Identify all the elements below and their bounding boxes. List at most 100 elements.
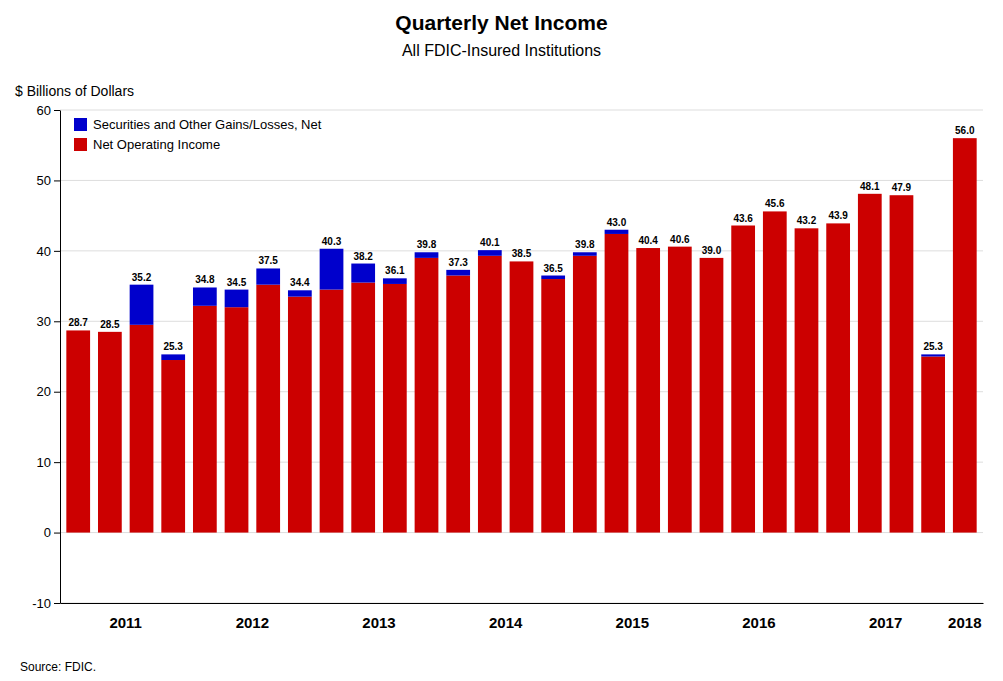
bars	[66, 138, 976, 532]
plot: -100102030405060201120122013201420152016…	[32, 103, 983, 631]
bar	[446, 276, 470, 533]
y-tick-mark	[54, 180, 60, 181]
data-label: 37.5	[258, 255, 278, 266]
bar	[66, 330, 90, 331]
bar	[573, 252, 597, 256]
bar-series	[130, 230, 945, 360]
bar	[478, 256, 502, 533]
bar	[953, 138, 977, 532]
data-label: 34.4	[290, 277, 310, 288]
x-tick: 2016	[742, 614, 775, 631]
bar	[668, 246, 692, 247]
data-label: 35.2	[132, 272, 152, 283]
bar	[700, 258, 724, 533]
subtitle: All FDIC-Insured Institutions	[402, 42, 601, 59]
bar	[193, 287, 217, 305]
y-tick-label: 20	[37, 384, 51, 399]
data-label: 37.3	[448, 257, 468, 268]
data-label: 40.1	[480, 237, 500, 248]
y-tick-label: -10	[32, 596, 51, 611]
bar	[731, 225, 755, 226]
y-tick-mark	[54, 251, 60, 252]
bar	[66, 330, 90, 532]
bar	[415, 258, 439, 533]
source: Source: FDIC.	[20, 660, 96, 674]
bar	[161, 360, 185, 533]
data-label: 36.5	[543, 263, 563, 274]
y-tick-mark	[54, 603, 60, 604]
data-label: 34.8	[195, 274, 215, 285]
data-label: 39.8	[417, 239, 437, 250]
y-tick: 20	[37, 384, 60, 399]
y-tick: 50	[37, 173, 60, 188]
x-tick: 2017	[869, 614, 902, 631]
data-label: 56.0	[955, 125, 975, 136]
bar	[98, 331, 122, 332]
legend-swatch	[74, 118, 87, 131]
data-label: 40.6	[670, 234, 690, 245]
grid-line	[60, 180, 983, 181]
y-tick: -10	[32, 596, 60, 611]
data-label: 40.3	[322, 236, 342, 247]
y-tick-label: 10	[37, 455, 51, 470]
x-tick-label: 2012	[236, 614, 269, 631]
bar	[320, 249, 344, 290]
grid	[60, 110, 983, 603]
data-label: 38.2	[353, 251, 373, 262]
x-tick: 2012	[236, 614, 269, 631]
legend-item: Securities and Other Gains/Losses, Net	[74, 117, 322, 132]
data-label: 43.6	[733, 213, 753, 224]
bar	[383, 284, 407, 533]
y-tick: 30	[37, 314, 60, 329]
bar	[415, 252, 439, 258]
bar	[288, 290, 312, 296]
bar	[826, 223, 850, 224]
y-tick-label: 60	[37, 103, 51, 118]
bar	[130, 285, 154, 325]
bar	[636, 248, 660, 533]
data-label: 38.5	[512, 248, 532, 259]
bar	[98, 332, 122, 533]
y-tick-mark	[54, 392, 60, 393]
bar	[193, 306, 217, 533]
bar	[795, 228, 819, 229]
bar	[225, 290, 249, 308]
bar	[478, 250, 502, 256]
bar	[921, 357, 945, 533]
bar	[890, 195, 914, 196]
data-label: 48.1	[860, 181, 880, 192]
bar	[161, 354, 185, 360]
data-label: 43.2	[797, 215, 817, 226]
bar	[351, 264, 375, 283]
bar	[320, 290, 344, 533]
bar	[573, 256, 597, 533]
chart: Quarterly Net Income All FDIC-Insured Ins…	[0, 0, 1003, 681]
bar	[763, 211, 787, 532]
bar	[826, 223, 850, 532]
legend-label: Securities and Other Gains/Losses, Net	[93, 117, 322, 132]
data-label: 28.5	[100, 319, 120, 330]
bar	[858, 194, 882, 533]
x-tick-label: 2011	[109, 614, 142, 631]
data-labels: 28.728.535.225.334.834.537.534.440.338.2…	[68, 125, 974, 352]
title: Quarterly Net Income	[395, 11, 607, 34]
x-tick-label: 2014	[489, 614, 523, 631]
y-tick: 10	[37, 455, 60, 470]
y-axis-line	[60, 111, 61, 604]
bar	[668, 247, 692, 533]
y-tick-mark	[54, 321, 60, 322]
bar	[225, 307, 249, 532]
x-tick: 2015	[616, 614, 649, 631]
bar	[541, 279, 565, 533]
y-tick-label: 30	[37, 314, 51, 329]
bar	[288, 297, 312, 533]
bar	[795, 228, 819, 532]
data-label: 28.7	[68, 317, 88, 328]
data-label: 45.6	[765, 198, 785, 209]
legend-item: Net Operating Income	[74, 137, 220, 152]
data-label: 25.3	[163, 341, 183, 352]
y-axis-title: $ Billions of Dollars	[15, 83, 134, 99]
bar	[541, 276, 565, 280]
y-tick: 60	[37, 103, 60, 118]
data-label: 47.9	[892, 182, 912, 193]
